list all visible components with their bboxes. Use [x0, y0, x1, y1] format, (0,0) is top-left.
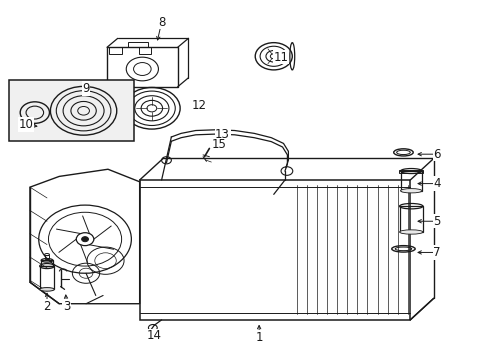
Text: 15: 15 [211, 138, 226, 151]
Text: 7: 7 [432, 246, 440, 259]
Bar [107, 47, 177, 87]
Text: 4: 4 [432, 177, 440, 190]
Bar [128, 42, 147, 47]
Text: 10: 10 [19, 118, 33, 131]
Text: 3: 3 [62, 300, 70, 313]
Text: 1: 1 [255, 330, 263, 343]
Text: 5: 5 [432, 215, 440, 228]
Text: 9: 9 [82, 82, 90, 95]
Bar [40, 266, 54, 289]
Ellipse shape [40, 288, 54, 291]
Text: 14: 14 [146, 329, 162, 342]
Bar [9, 80, 134, 140]
Ellipse shape [400, 189, 421, 193]
Text: 11: 11 [273, 51, 288, 64]
Text: 6: 6 [432, 148, 440, 161]
Bar [400, 171, 421, 191]
Bar [139, 46, 151, 54]
Bar [44, 255, 49, 259]
Bar [41, 260, 53, 266]
Ellipse shape [399, 230, 422, 234]
Text: 12: 12 [192, 99, 207, 112]
Text: 2: 2 [43, 300, 51, 313]
Bar [140, 180, 409, 320]
Bar [109, 46, 122, 54]
Bar [398, 170, 423, 173]
Text: 8: 8 [158, 16, 165, 29]
Bar [399, 206, 422, 232]
Text: 13: 13 [215, 127, 229, 141]
Circle shape [81, 237, 88, 242]
